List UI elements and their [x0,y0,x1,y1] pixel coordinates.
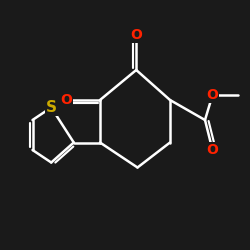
Text: O: O [60,93,72,107]
Text: S: S [46,100,57,115]
Text: O: O [206,143,218,157]
Text: O: O [206,88,218,102]
Text: O: O [130,28,142,42]
